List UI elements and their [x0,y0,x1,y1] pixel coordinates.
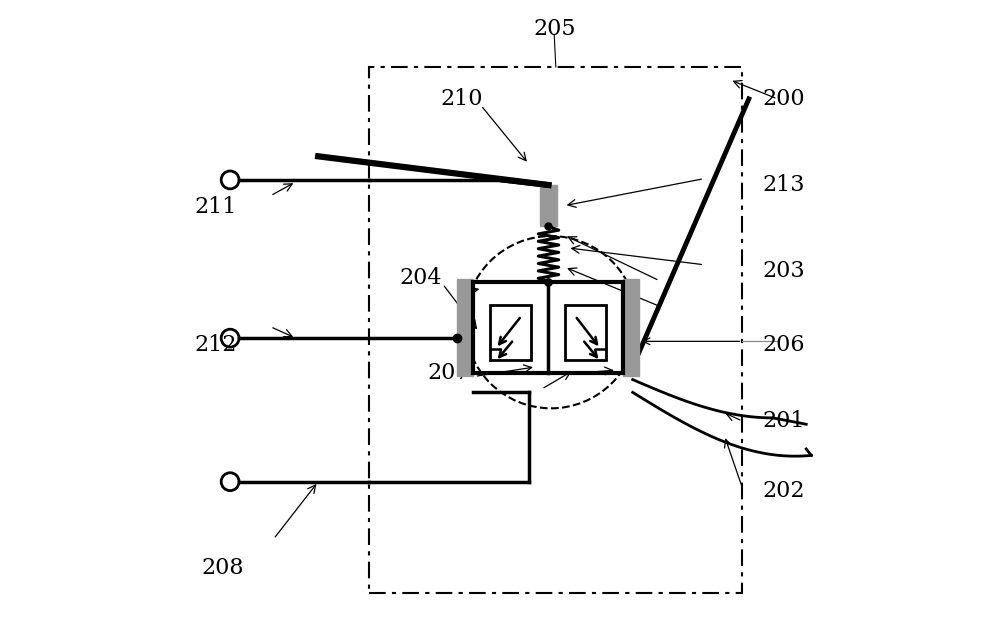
Bar [623,279,639,376]
Text: 210: 210 [440,88,483,110]
Text: 208: 208 [201,557,244,579]
Text: 212: 212 [195,334,237,355]
Text: 206: 206 [763,334,805,355]
Text: 204: 204 [399,267,442,288]
Text: 213: 213 [763,174,805,196]
Text: 203: 203 [763,260,805,282]
Bar [490,305,531,360]
Bar [540,185,557,226]
Text: 202: 202 [763,480,805,502]
Text: 200: 200 [763,88,805,110]
Bar [457,279,473,376]
Text: 211: 211 [195,197,237,218]
Text: 207: 207 [428,362,470,384]
Text: 201: 201 [763,410,805,432]
Bar [473,282,623,373]
Text: 205: 205 [533,18,575,40]
Bar [565,305,606,360]
